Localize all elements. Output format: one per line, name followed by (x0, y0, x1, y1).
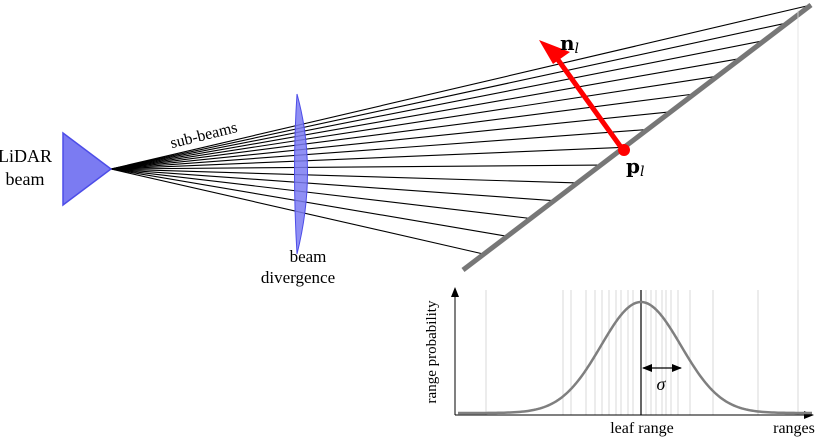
sample-range-lines (485, 10, 799, 415)
point-symbol: p (626, 154, 640, 178)
x-axis-label: ranges (773, 420, 815, 437)
range-probability-chart: σ range probability leaf range ranges (424, 10, 815, 437)
sub-beam-rays (110, 4, 812, 255)
lidar-label-line2: beam (6, 169, 45, 189)
sub-beam-ray (110, 93, 695, 170)
normal-vector-symbol: n (560, 31, 575, 55)
sub-beam-ray (110, 57, 741, 170)
lidar-label-line1: LiDAR (0, 146, 52, 166)
sub-beam-ray (110, 168, 508, 237)
sub-beam-ray (110, 111, 671, 170)
sub-beam-ray (110, 168, 531, 220)
beam-divergence-lens (294, 93, 308, 255)
point-subscript: l (640, 164, 644, 180)
sub-beam-ray (110, 22, 788, 170)
sub-beam-ray (110, 128, 648, 170)
sub-beam-ray (110, 4, 812, 170)
sub-beam-ray (110, 146, 625, 170)
sub-beam-ray (110, 164, 601, 170)
sub-beam-ray (110, 40, 765, 170)
normal-arrow-shaft (553, 55, 626, 152)
beam-divergence-label-line1: beam (290, 247, 327, 266)
normal-arrow-head (539, 40, 570, 64)
normal-vector-subscript: l (575, 41, 579, 57)
sub-beam-ray (110, 75, 718, 170)
normal-vector-label: nl (560, 31, 579, 57)
surface-point-marker (618, 144, 630, 156)
lidar-emitter-triangle (62, 131, 113, 207)
x-tick-leaf-range: leaf range (610, 420, 674, 437)
leaf-surface-line (461, 3, 813, 272)
gaussian-curve (458, 300, 812, 415)
sub-beam-ray (110, 168, 578, 184)
point-label: pl (626, 154, 644, 180)
y-axis-label: range probability (424, 300, 440, 403)
sub-beam-ray (110, 168, 555, 202)
beam-divergence-label-line2: divergence (261, 268, 335, 287)
sigma-label: σ (657, 374, 667, 394)
